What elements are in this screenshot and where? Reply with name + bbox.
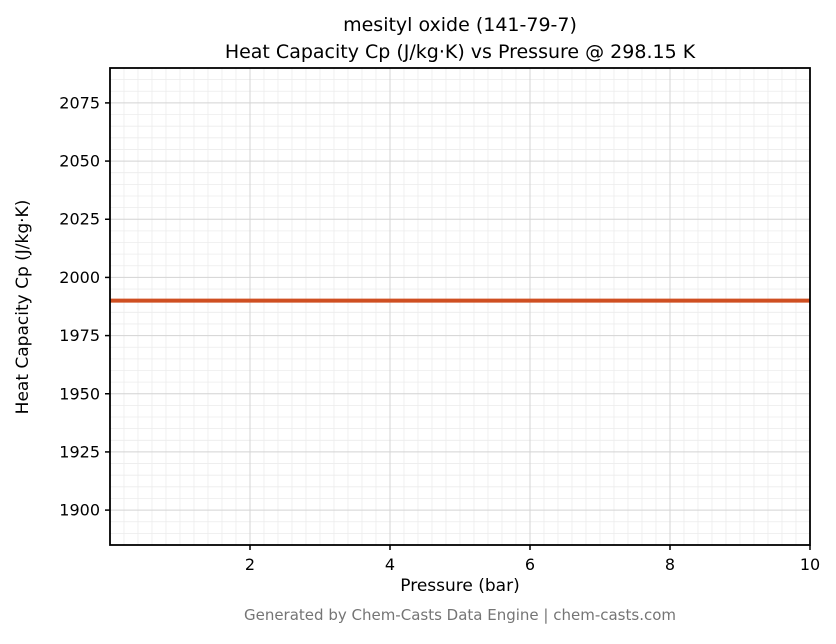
x-axis-label: Pressure (bar): [400, 576, 520, 596]
svg-text:10: 10: [800, 555, 820, 574]
svg-text:1900: 1900: [59, 501, 100, 520]
svg-text:1950: 1950: [59, 384, 100, 403]
footer-credit: Generated by Chem-Casts Data Engine | ch…: [243, 606, 677, 624]
chart-title-block: mesityl oxide (141-79-7) Heat Capacity C…: [110, 12, 810, 66]
svg-text:2: 2: [245, 555, 255, 574]
svg-text:6: 6: [525, 555, 535, 574]
chart-title: mesityl oxide (141-79-7): [343, 14, 577, 36]
svg-text:2050: 2050: [59, 152, 100, 171]
svg-text:1975: 1975: [59, 326, 100, 345]
y-axis-label: Heat Capacity Cp (J/kg·K): [13, 199, 33, 415]
svg-text:2000: 2000: [59, 268, 100, 287]
svg-text:2075: 2075: [59, 93, 100, 112]
svg-text:8: 8: [665, 555, 675, 574]
svg-text:2025: 2025: [59, 210, 100, 229]
svg-text:4: 4: [385, 555, 395, 574]
svg-text:1925: 1925: [59, 442, 100, 461]
chart-subtitle: Heat Capacity Cp (J/kg·K) vs Pressure @ …: [224, 41, 696, 63]
